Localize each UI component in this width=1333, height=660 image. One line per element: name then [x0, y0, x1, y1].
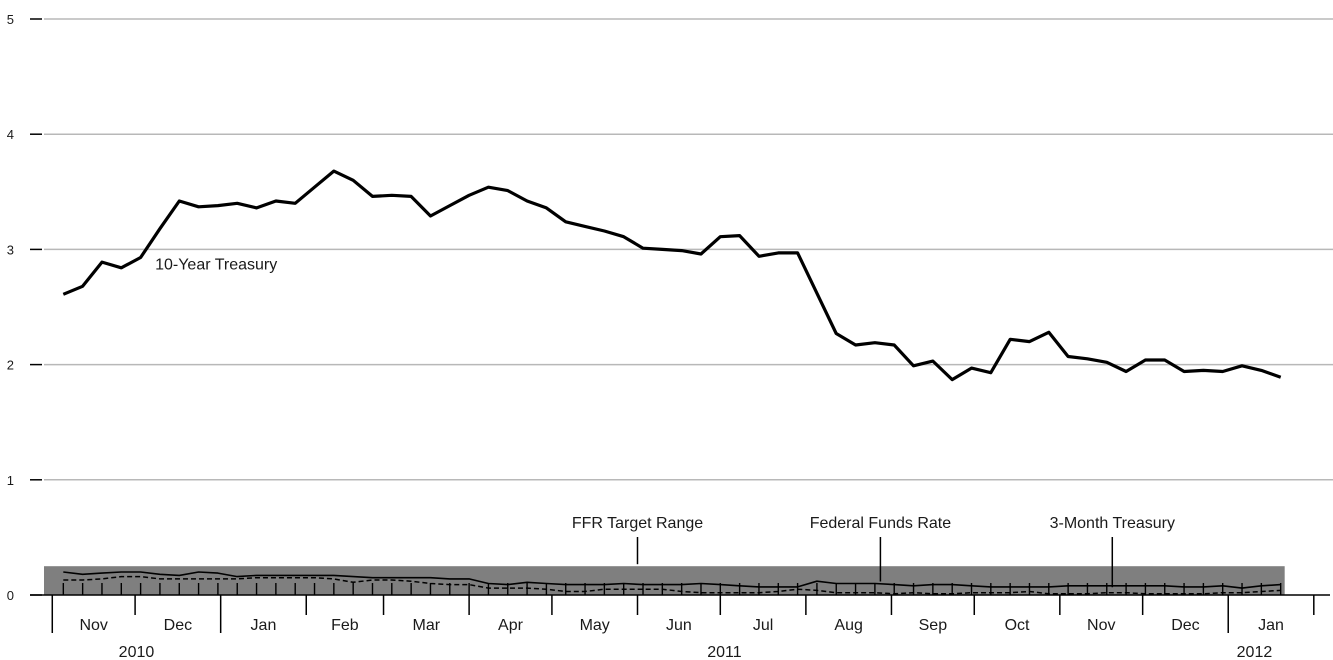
ytick-label-3: 3 [7, 242, 14, 257]
series-10-year-treasury-line [62, 169, 1282, 382]
month-label: Nov [1087, 617, 1115, 634]
annotation-ffr-target-range: FFR Target Range [572, 515, 703, 532]
ytick-label-4: 4 [7, 127, 14, 142]
grid-layer [44, 18, 1333, 481]
month-label: Mar [413, 617, 441, 634]
ytick-label-0: 0 [7, 588, 14, 603]
ytick-label-5: 5 [7, 12, 14, 27]
series-layer [62, 169, 1282, 595]
ytick-label-1: 1 [7, 473, 14, 488]
month-label: Oct [1005, 617, 1030, 634]
month-label: Jan [1258, 617, 1284, 634]
month-label: Jul [753, 617, 773, 634]
annotation-federal-funds-rate: Federal Funds Rate [810, 515, 952, 532]
target-range-layer [44, 566, 1285, 595]
annotation-10-year-treasury: 10-Year Treasury [155, 257, 277, 274]
year-label-2010: 2010 [119, 644, 155, 660]
annotations: 10-Year Treasury FFR Target Range Federal … [155, 257, 1175, 588]
month-label: Aug [834, 617, 862, 634]
month-label: Dec [164, 617, 192, 634]
month-label: Nov [79, 617, 107, 634]
month-label: Feb [331, 617, 359, 634]
month-label: May [580, 617, 610, 634]
year-label-2012: 2012 [1237, 644, 1273, 660]
month-label: Jan [251, 617, 277, 634]
month-label: Sep [919, 617, 948, 634]
series-federal-funds-rate-line [63, 571, 1281, 589]
month-label: Dec [1171, 617, 1199, 634]
month-label: Jun [666, 617, 692, 634]
annotation-3-month-treasury: 3-Month Treasury [1050, 515, 1175, 532]
ffr-target-range-band [44, 566, 1285, 595]
ytick-label-2: 2 [7, 358, 14, 373]
y-axis: 0 1 2 3 4 5 [7, 12, 42, 603]
year-label-2011: 2011 [707, 644, 742, 660]
month-label: Apr [498, 617, 524, 634]
series-3-month-treasury-line [63, 575, 1281, 595]
x-axis: Nov Dec Jan Feb Mar Apr May Jun Jul Aug Sep Oct Nov D… [30, 594, 1330, 660]
